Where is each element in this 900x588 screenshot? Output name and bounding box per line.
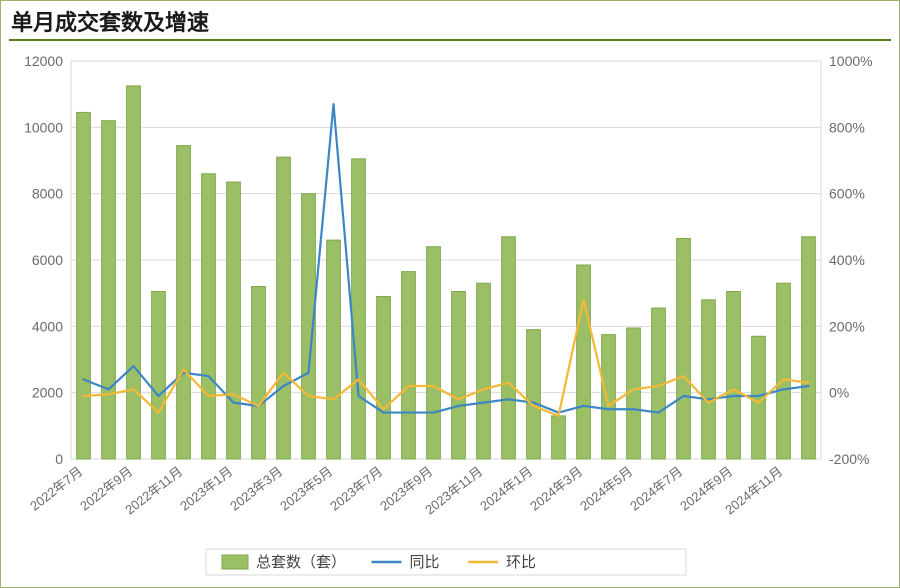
y-left-label: 0: [55, 451, 63, 467]
bar: [777, 283, 791, 459]
bar: [277, 157, 291, 459]
bar: [702, 300, 716, 459]
bar: [377, 296, 391, 459]
y-right-label: 800%: [829, 119, 865, 135]
bar: [502, 237, 516, 459]
bar: [152, 292, 166, 459]
bar: [102, 121, 116, 459]
chart-area: 0 2000 4000 6000 8000 10000 12000 -200% 0% 200% 40…: [9, 47, 891, 579]
bar: [677, 238, 691, 459]
bar: [427, 247, 441, 459]
y-left-label: 4000: [32, 318, 63, 334]
y-right-label: 1000%: [829, 53, 873, 69]
bar: [227, 182, 241, 459]
legend-label: 环比: [506, 554, 536, 571]
legend-label: 总套数（套）: [256, 554, 346, 571]
y-right-label: -200%: [829, 451, 869, 467]
legend-swatch-bar: [222, 555, 248, 569]
bar: [527, 330, 541, 459]
chart-title: 单月成交套数及增速: [11, 5, 209, 37]
y-left-label: 2000: [32, 385, 63, 401]
bar: [802, 237, 816, 459]
bar: [477, 283, 491, 459]
bar: [327, 240, 341, 459]
title-underline: [9, 39, 891, 41]
bar: [577, 265, 591, 459]
y-right-label: 200%: [829, 318, 865, 334]
bar: [352, 159, 366, 459]
y-left-label: 8000: [32, 186, 63, 202]
bar: [402, 272, 416, 459]
y-right-label: 600%: [829, 186, 865, 202]
chart-frame: 单月成交套数及增速 0 2000 4000 6000 8000 10000 12000 -20…: [0, 0, 900, 588]
bar: [177, 146, 191, 459]
bar: [727, 292, 741, 459]
bar: [202, 174, 216, 459]
y-left-label: 10000: [24, 119, 63, 135]
y-left-label: 6000: [32, 252, 63, 268]
bar: [252, 287, 266, 459]
chart-svg: 0 2000 4000 6000 8000 10000 12000 -200% 0% 200% 40…: [9, 47, 893, 579]
bar: [77, 112, 91, 459]
legend-label: 同比: [410, 554, 440, 571]
bar: [127, 86, 141, 459]
bar: [552, 416, 566, 459]
bar: [602, 335, 616, 459]
y-right-label: 0%: [829, 385, 849, 401]
y-right-label: 400%: [829, 252, 865, 268]
bar: [452, 292, 466, 459]
y-left-label: 12000: [24, 53, 63, 69]
